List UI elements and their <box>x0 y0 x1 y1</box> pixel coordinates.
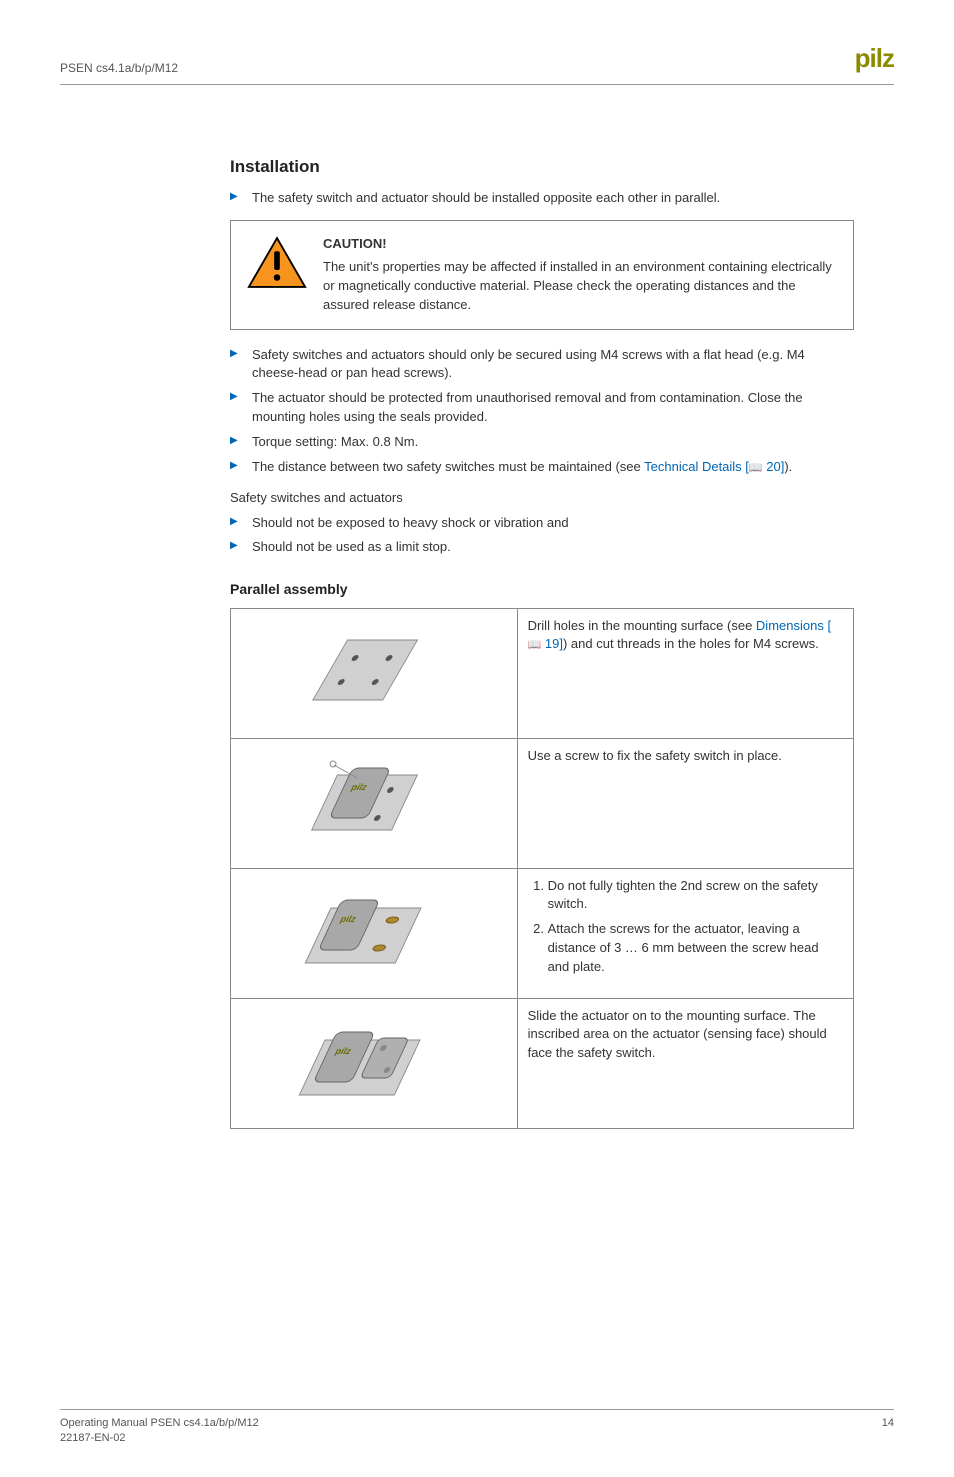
list-item: The safety switch and actuator should be… <box>230 189 854 208</box>
step-ordered-list: Do not fully tighten the 2nd screw on th… <box>528 877 843 977</box>
step-text: Use a screw to fix the safety switch in … <box>517 738 853 868</box>
page-number: 14 <box>882 1416 894 1448</box>
list-item: The actuator should be protected from un… <box>230 389 854 427</box>
text: ). <box>784 459 792 474</box>
table-row: pilz Slide the actuator on to the mounti… <box>231 998 854 1128</box>
page-header: PSEN cs4.1a/b/p/M12 pilz <box>60 40 894 85</box>
step-image: pilz <box>231 738 518 868</box>
technical-details-link[interactable]: Technical Details [📖 20] <box>644 459 784 474</box>
list-item: Attach the screws for the actuator, leav… <box>548 920 843 977</box>
footer-left: Operating Manual PSEN cs4.1a/b/p/M12 221… <box>60 1416 259 1448</box>
main-content: Installation The safety switch and actua… <box>230 155 854 1129</box>
list-item: Do not fully tighten the 2nd screw on th… <box>548 877 843 915</box>
step-text: Slide the actuator on to the mounting su… <box>517 998 853 1128</box>
step-text: Do not fully tighten the 2nd screw on th… <box>517 868 853 998</box>
caution-icon <box>247 235 307 290</box>
sa-intro: Safety switches and actuators <box>230 489 854 508</box>
caution-text: CAUTION! The unit's properties may be af… <box>323 235 837 314</box>
product-code: PSEN cs4.1a/b/p/M12 <box>60 60 178 77</box>
book-icon: 📖 <box>749 461 763 477</box>
list-item: The distance between two safety switches… <box>230 458 854 477</box>
sa-bullets: Should not be exposed to heavy shock or … <box>230 514 854 558</box>
page-footer: Operating Manual PSEN cs4.1a/b/p/M12 221… <box>60 1409 894 1448</box>
caution-body: The unit's properties may be affected if… <box>323 258 837 315</box>
step-image: pilz <box>231 868 518 998</box>
caution-box: CAUTION! The unit's properties may be af… <box>230 220 854 329</box>
text: The distance between two safety switches… <box>252 459 644 474</box>
list-item: Should not be exposed to heavy shock or … <box>230 514 854 533</box>
table-row: pilz Use a screw to fix the safety switc… <box>231 738 854 868</box>
table-row: Drill holes in the mounting surface (see… <box>231 608 854 738</box>
caution-title: CAUTION! <box>323 235 837 254</box>
assembly-table: Drill holes in the mounting surface (see… <box>230 608 854 1129</box>
footer-line1: Operating Manual PSEN cs4.1a/b/p/M12 <box>60 1416 259 1432</box>
list-item: Torque setting: Max. 0.8 Nm. <box>230 433 854 452</box>
section-title: Installation <box>230 155 854 180</box>
book-icon: 📖 <box>528 638 542 654</box>
main-bullets: Safety switches and actuators should onl… <box>230 346 854 477</box>
parallel-assembly-title: Parallel assembly <box>230 579 854 599</box>
list-item: Should not be used as a limit stop. <box>230 538 854 557</box>
footer-line2: 22187-EN-02 <box>60 1431 259 1447</box>
step-text: Drill holes in the mounting surface (see… <box>517 608 853 738</box>
table-row: pilz Do not fully tighten the 2nd screw … <box>231 868 854 998</box>
list-item: Safety switches and actuators should onl… <box>230 346 854 384</box>
step-image <box>231 608 518 738</box>
intro-list: The safety switch and actuator should be… <box>230 189 854 208</box>
step-image: pilz <box>231 998 518 1128</box>
brand-logo: pilz <box>855 40 894 78</box>
